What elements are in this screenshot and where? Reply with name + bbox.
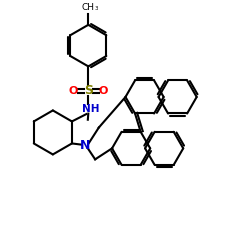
Text: S: S <box>84 84 93 97</box>
Text: N: N <box>80 140 90 152</box>
Text: O: O <box>68 86 78 96</box>
Text: NH: NH <box>82 104 99 114</box>
Text: CH: CH <box>82 3 95 12</box>
Text: $_3$: $_3$ <box>94 4 99 13</box>
Text: O: O <box>99 86 108 96</box>
